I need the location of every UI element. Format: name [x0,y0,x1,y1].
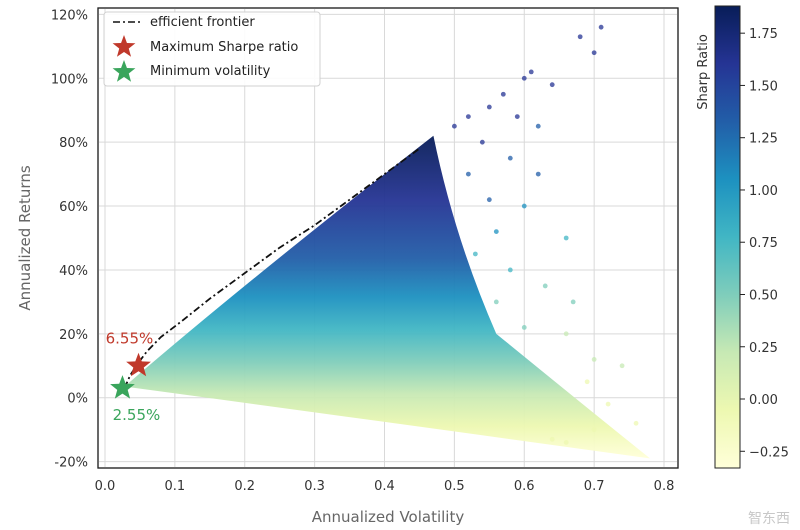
portfolio-point [563,235,569,241]
y-tick-label: 0% [67,392,88,407]
portfolio-point [528,69,534,75]
colorbar-tick-label: 0.50 [749,288,778,303]
portfolio-point [584,379,590,385]
x-tick-label: 0.0 [95,479,116,494]
y-tick-label: 60% [59,200,88,215]
portfolio-cloud [124,135,651,459]
y-axis-ticks: -20% 0% 20% 40% 60% 80% 100% 120% [51,8,88,470]
portfolio-point [493,229,499,235]
y-tick-label: 20% [59,328,88,343]
portfolio-point [472,251,478,257]
portfolio-point [563,331,569,337]
portfolio-point [570,299,576,305]
portfolio-point [451,123,457,129]
y-tick-label: 40% [59,264,88,279]
portfolio-point [549,82,555,88]
legend-label-max-sharpe: Maximum Sharpe ratio [150,40,298,55]
portfolio-point [591,427,597,433]
portfolio-point [542,283,548,289]
portfolio-point [507,155,513,161]
colorbar-tick-label: −0.25 [749,445,789,460]
portfolio-point [486,197,492,203]
portfolio-point [500,91,506,97]
portfolio-point [479,139,485,145]
portfolio-point [563,440,569,445]
y-axis-title: Annualized Returns [16,165,34,310]
portfolio-point [465,114,471,120]
legend-star-min-volatility [112,60,136,82]
colorbar-tick-label: 1.25 [749,132,778,147]
x-axis-ticks: 0.0 0.1 0.2 0.3 0.4 0.5 0.6 0.7 0.8 [95,479,675,494]
annotations: 6.55% 2.55% [106,329,161,424]
x-axis-title: Annualized Volatility [312,508,465,526]
portfolio-point [591,356,597,362]
x-tick-label: 0.1 [165,479,186,494]
colorbar-ticks: −0.25 0.00 0.25 0.50 0.75 1.00 1.25 1.50 1.75 [740,27,789,460]
colorbar-label: Sharp Ratio [696,34,711,110]
x-tick-label: 0.2 [234,479,255,494]
portfolio-point [507,267,513,273]
colorbar-tick-label: 0.75 [749,236,778,251]
x-tick-label: 0.3 [304,479,325,494]
portfolio-point [577,34,583,40]
y-tick-label: -20% [54,456,88,471]
x-tick-label: 0.4 [374,479,395,494]
portfolio-point [535,123,541,129]
portfolio-point [535,171,541,177]
max-sharpe-star-marker [126,352,151,377]
legend-label-min-volatility: Minimum volatility [150,64,271,79]
legend-star-max-sharpe [112,35,136,57]
x-tick-label: 0.5 [444,479,465,494]
optimal-markers [110,352,151,399]
colorbar-tick-label: 1.50 [749,79,778,94]
legend-min-volatility-star-icon [112,60,136,82]
colorbar-tick-label: 1.00 [749,184,778,199]
colorbar: −0.25 0.00 0.25 0.50 0.75 1.00 1.25 1.50 1.75 Sh… [696,5,789,469]
portfolio-point [633,420,639,426]
portfolio-point [591,50,597,56]
portfolio-point [549,436,555,442]
y-tick-label: 120% [51,8,88,23]
x-tick-label: 0.8 [654,479,675,494]
watermark: 智东西 [748,511,790,527]
portfolio-point [521,203,527,209]
y-tick-label: 80% [59,136,88,151]
colorbar-tick-label: 0.00 [749,393,778,408]
y-tick-label: 100% [51,72,88,87]
portfolio-point [514,114,520,120]
colorbar-tick-label: 1.75 [749,27,778,42]
portfolio-point [619,363,625,369]
x-tick-label: 0.7 [584,479,605,494]
colorbar-tick-label: 0.25 [749,341,778,356]
portfolio-point [521,325,527,330]
portfolio-point [605,401,611,407]
legend-max-sharpe-star-icon [112,35,136,57]
x-tick-label: 0.6 [514,479,535,494]
min-volatility-star-marker [110,375,135,399]
legend-label-frontier: efficient frontier [150,15,255,30]
portfolio-point [493,299,499,305]
legend: efficient frontier Maximum Sharpe ratio … [103,11,321,87]
outlier-points [451,24,639,445]
annotation-max-sharpe-return: 6.55% [106,329,154,347]
portfolio-point [486,104,492,110]
plot-border [97,7,679,469]
efficient-frontier-line [123,147,420,389]
portfolio-cloud-area [124,135,651,459]
legend-box [103,11,321,87]
annotation-min-volatility-return: 2.55% [113,406,161,424]
portfolio-point [465,171,471,177]
colorbar-bar [714,5,741,469]
portfolio-point [521,75,527,81]
portfolio-point [598,24,604,30]
efficient-frontier-path [123,147,420,389]
